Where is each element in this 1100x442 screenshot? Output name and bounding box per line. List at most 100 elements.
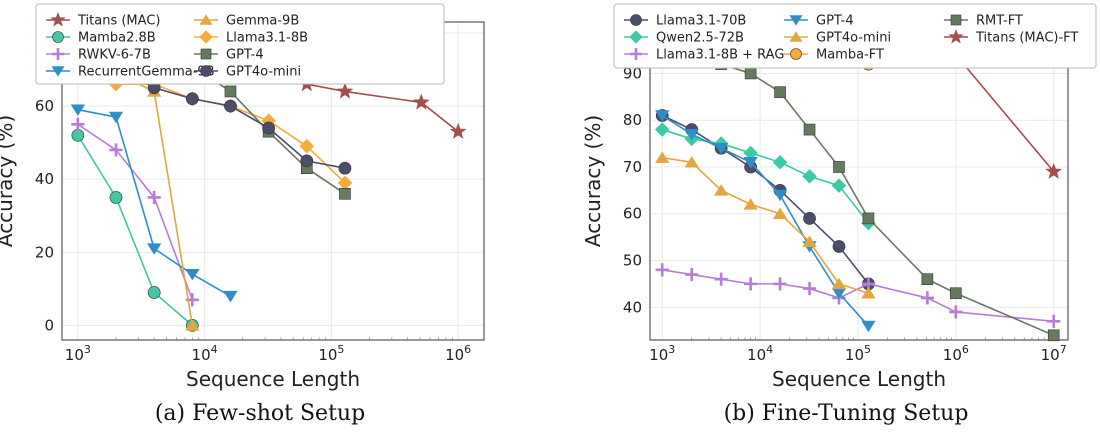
y-tick-label: 90 [623,64,642,82]
data-point [772,189,788,202]
data-point [802,169,817,184]
data-point [185,268,200,281]
legend-marker [630,14,642,26]
data-point [224,99,237,113]
data-point [714,184,729,196]
data-point [921,273,934,286]
legend-label: Titans (MAC)-FT [975,31,1078,46]
legend-frame [613,3,1097,69]
x-axis-label: Sequence Length [186,367,360,391]
y-tick-label: 60 [35,97,54,115]
legend-marker [629,30,643,44]
data-point [803,123,816,136]
data-point [147,286,161,299]
data-point [831,277,847,290]
x-tick-label: 106 [445,343,471,364]
data-point [803,212,816,225]
legend-marker [789,31,803,42]
y-tick-label: 80 [623,111,642,129]
x-tick-label: 105 [845,343,871,364]
series-llama3-1-8b-rag [655,263,1061,328]
data-point [338,161,352,175]
series-line [661,114,870,327]
legend: Titans (MAC) Mamba2.8B RWKV-6-7B RecurrentG… [35,3,445,85]
x-tick-label: 103 [65,343,91,364]
data-point [802,281,817,296]
data-point [684,128,699,141]
series-line [77,123,194,301]
legend-marker [790,48,802,60]
legend-marker [200,65,212,77]
y-tick-label: 60 [623,205,642,223]
data-point [832,240,846,253]
data-point [109,143,123,157]
legend-marker [199,14,213,25]
x-tick-label: 106 [943,343,969,364]
data-point [185,92,199,106]
x-tick-label: 104 [747,343,773,364]
legend-label: RMT-FT [976,14,1023,29]
data-point [744,277,758,291]
series-gemma-9b [70,63,200,331]
legend-label: RecurrentGemma-9B [78,65,215,80]
data-point [70,104,85,116]
legend-marker [52,48,64,60]
chart-few-shot: 020406080103104105106Sequence LengthAccu… [0,3,485,426]
data-point [1047,329,1060,342]
legend-marker [630,48,642,60]
legend-label: Mamba2.8B [78,31,156,46]
legend-label: Llama3.1-8B [226,31,308,46]
data-point [833,161,845,173]
legend: Llama3.1-70B Qwen2.5-72B Llama3.1-8B + RAG… [613,3,1097,69]
data-point [714,143,729,155]
data-point [300,154,314,168]
y-tick-label: 50 [623,252,642,270]
series-rwkv-6-7b [71,117,199,307]
subfigure-caption: (b) Fine-Tuning Setup [724,401,969,426]
legend-label: Qwen2.5-72B [656,31,744,46]
data-point [773,277,787,291]
legend-marker [51,66,65,77]
subfigure-caption: (a) Few-shot Setup [155,401,365,426]
data-point [224,85,237,98]
legend-marker [789,15,803,26]
x-tick-label: 103 [649,343,675,364]
legend-frame [35,3,445,85]
data-point [950,287,962,300]
data-point [744,67,757,80]
data-point [949,305,963,319]
legend-marker [950,14,962,26]
legend-marker [948,28,964,44]
x-tick-label: 105 [318,343,344,364]
data-point [108,111,124,124]
x-tick-label: 104 [192,343,218,364]
data-point [336,82,354,99]
series-mamba2-8b [71,128,199,332]
legend-label: Llama3.1-8B + RAG [656,48,784,63]
data-point [831,178,847,193]
data-point [1045,162,1063,179]
data-point [861,287,876,299]
data-point [655,263,669,277]
y-tick-label: 0 [44,316,54,334]
legend-label: RWKV-6-7B [78,48,151,63]
data-point [743,157,758,169]
data-point [449,122,467,139]
legend-label: GPT-4 [816,14,854,29]
data-point [743,198,758,210]
y-axis-label: Accuracy (%) [581,115,605,247]
data-point [654,122,670,137]
data-point [147,190,161,205]
data-point [920,291,934,305]
data-point [185,319,200,331]
legend-marker [199,30,213,44]
x-axis-label: Sequence Length [772,367,946,391]
data-point [714,272,728,286]
x-tick-label: 107 [1041,343,1067,364]
data-point [71,117,85,131]
legend-marker [200,48,212,60]
y-axis-label: Accuracy (%) [0,115,17,247]
legend-label: GPT4o-mini [816,31,891,46]
series-gpt4o-mini [655,151,876,299]
